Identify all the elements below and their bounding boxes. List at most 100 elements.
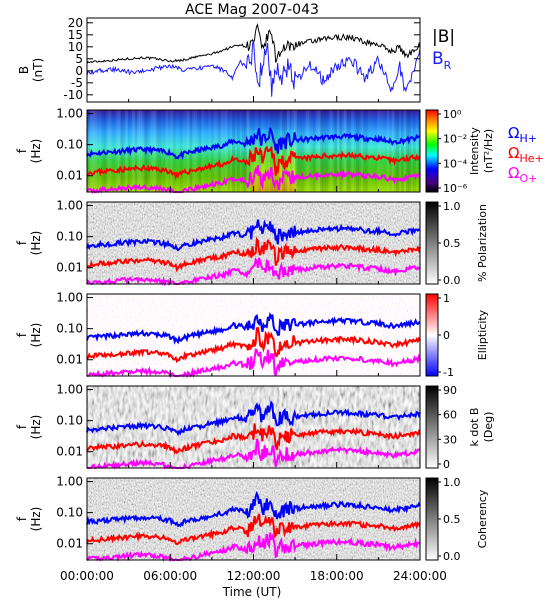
- freq-ytick-label: 1.00: [56, 475, 83, 489]
- spectrogram-stripe: [232, 110, 236, 192]
- spectrogram-stripe: [310, 110, 314, 192]
- freq-ylabel-unit: (Hz): [29, 231, 43, 256]
- colorbar-title: k dot B: [468, 408, 481, 447]
- x-tick-label: 00:00:00: [60, 569, 114, 583]
- spectrogram-stripe: [284, 110, 288, 192]
- freq-ytick-label: 0.01: [56, 537, 83, 551]
- spectrogram-stripe: [246, 110, 250, 192]
- gyro-line-he: [86, 236, 421, 273]
- colorbar: [425, 385, 439, 469]
- gyro-line-h: [86, 311, 421, 346]
- spectrogram-stripe: [400, 110, 404, 192]
- spectrogram-stripe: [286, 110, 290, 192]
- spectrogram-stripe: [165, 110, 169, 192]
- gyro-label-he-sub: He+: [519, 152, 543, 165]
- spectrogram-stripe: [396, 110, 400, 192]
- spectrogram-stripe: [298, 110, 302, 192]
- panel-polarization: 1.00 0.10 0.01 f (Hz) 1.0 0.5 0.0 % Polarization: [15, 199, 489, 287]
- freq-ylabel-unit: (Hz): [29, 139, 43, 164]
- colorbar-tick-label: 10⁻⁴: [443, 157, 468, 170]
- top-ytick-label: 5: [75, 52, 83, 66]
- top-ytick-label: 15: [68, 28, 83, 42]
- spectrogram-stripe: [324, 110, 328, 192]
- freq-ylabel-f: f: [15, 516, 29, 521]
- colorbar-tick-label: 10⁰: [443, 108, 462, 121]
- spectrogram-stripe: [274, 110, 278, 192]
- spectrogram-stripe: [360, 110, 364, 192]
- spectrogram-stripe: [282, 110, 286, 192]
- legend-b-r-sub: R: [444, 59, 452, 72]
- spectrogram-stripe: [351, 110, 354, 192]
- gyro-line-he: [86, 513, 421, 546]
- spectrogram-stripe: [408, 110, 412, 192]
- spectrogram-stripe: [365, 110, 369, 192]
- gyro-label-o-main: Ω: [508, 164, 519, 182]
- gyro-line-o: [86, 165, 421, 195]
- freq-ylabel-f: f: [15, 148, 29, 153]
- spectrogram-stripe: [243, 110, 247, 192]
- spectrogram-stripe: [279, 110, 283, 192]
- colorbar-tick-label: 0: [443, 329, 450, 342]
- gyro-label-o-sub: O+: [519, 172, 537, 185]
- top-ytick-label: -5: [71, 76, 83, 90]
- spectrogram-stripe: [301, 110, 305, 192]
- top-ylabel-b: B: [17, 66, 31, 74]
- spectrogram-stripe: [334, 110, 338, 192]
- spectrogram-stripe: [293, 110, 297, 192]
- gyro-label-he: ΩHe+: [508, 144, 544, 165]
- freq-ytick-label: 1.00: [56, 107, 83, 121]
- spectrogram-stripe: [139, 110, 143, 192]
- spectrogram-stripe: [393, 110, 397, 192]
- top-ytick-label: 10: [68, 40, 83, 54]
- spectrogram-stripe: [329, 110, 333, 192]
- colorbar-title: % Polarization: [476, 204, 489, 282]
- gyro-line-he: [86, 145, 421, 181]
- freq-ytick-label: 0.10: [56, 414, 83, 428]
- spectrogram-stripe: [91, 110, 95, 192]
- panel-background: [87, 202, 420, 284]
- colorbar-tick-label: 1: [443, 292, 450, 305]
- freq-ytick-label: 0.10: [56, 322, 83, 336]
- spectrogram-stripe: [341, 110, 345, 192]
- x-axis: 00:00:00 06:00:00 12:00:00 18:00:00 24:00:00: [60, 96, 447, 583]
- spectrogram-stripe: [296, 110, 300, 192]
- colorbar-title: Intensity: [468, 127, 481, 175]
- top-ytick-label: -10: [63, 88, 83, 102]
- colorbar: [425, 477, 439, 561]
- gyro-label-h: ΩH+: [508, 124, 537, 145]
- spectrogram-stripe: [386, 110, 390, 192]
- spectrogram-stripe: [391, 110, 395, 192]
- spectrogram-stripe: [312, 110, 316, 192]
- gyro-line-h: [86, 127, 421, 160]
- freq-ytick-label: 1.00: [56, 199, 83, 213]
- panel-kdotb: 1.00 0.10 0.01 f (Hz) 90 60 30 0 k dot B (Deg): [15, 383, 495, 471]
- freq-ylabel-f: f: [15, 332, 29, 337]
- x-tick-label: 06:00:00: [143, 569, 197, 583]
- spectrogram-stripe: [348, 110, 352, 192]
- spectrogram-stripe: [217, 110, 221, 192]
- gyro-label-h-sub: H+: [519, 132, 537, 145]
- colorbar-tick-label: 1.0: [443, 476, 461, 489]
- spectrogram-stripe: [96, 110, 100, 192]
- spectrogram-stripe: [317, 110, 321, 192]
- spectrogram-stripe: [146, 110, 150, 192]
- spectrogram-stripe: [170, 110, 174, 192]
- colorbar-unit: (Deg): [482, 412, 495, 443]
- spectrogram-stripe: [336, 110, 340, 192]
- freq-ylabel-f: f: [15, 424, 29, 429]
- x-tick-label: 12:00:00: [227, 569, 281, 583]
- top-ylabel-unit: (nT): [31, 58, 45, 82]
- legend-b-r: BR: [432, 49, 452, 72]
- spectrogram-stripe: [305, 110, 309, 192]
- freq-ylabel-unit: (Hz): [29, 323, 43, 348]
- spectrogram-stripe: [379, 110, 383, 192]
- gyro-label-he-main: Ω: [508, 144, 519, 162]
- spectrogram-stripe: [210, 110, 214, 192]
- chart-title: ACE Mag 2007-043: [185, 2, 319, 18]
- colorbar-tick-label: 0.0: [443, 550, 461, 563]
- gyro-line-o: [87, 348, 421, 379]
- colorbar-tick-label: -1: [443, 366, 454, 379]
- spectrogram-stripe: [377, 110, 381, 192]
- spectrogram-stripe: [215, 110, 219, 192]
